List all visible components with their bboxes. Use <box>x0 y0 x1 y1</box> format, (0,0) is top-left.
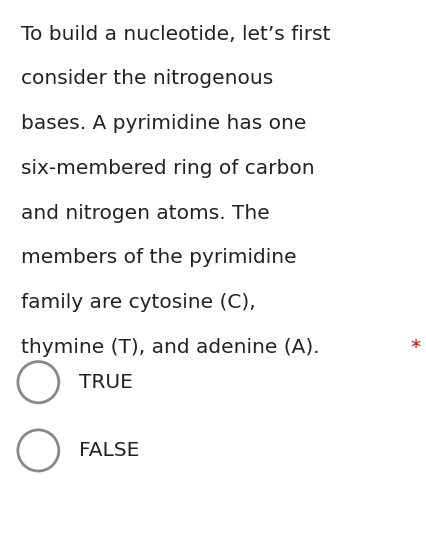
Text: consider the nitrogenous: consider the nitrogenous <box>21 69 273 88</box>
Text: *: * <box>410 338 420 357</box>
Text: six-membered ring of carbon: six-membered ring of carbon <box>21 159 315 178</box>
Text: FALSE: FALSE <box>79 441 139 460</box>
Text: thymine (T), and adenine (A).: thymine (T), and adenine (A). <box>21 338 320 357</box>
Text: bases. A pyrimidine has one: bases. A pyrimidine has one <box>21 114 307 133</box>
Text: family are cytosine (C),: family are cytosine (C), <box>21 293 256 312</box>
Text: and nitrogen atoms. The: and nitrogen atoms. The <box>21 204 270 223</box>
Text: To build a nucleotide, let’s first: To build a nucleotide, let’s first <box>21 25 331 44</box>
Text: TRUE: TRUE <box>79 373 132 391</box>
Text: members of the pyrimidine: members of the pyrimidine <box>21 248 297 268</box>
